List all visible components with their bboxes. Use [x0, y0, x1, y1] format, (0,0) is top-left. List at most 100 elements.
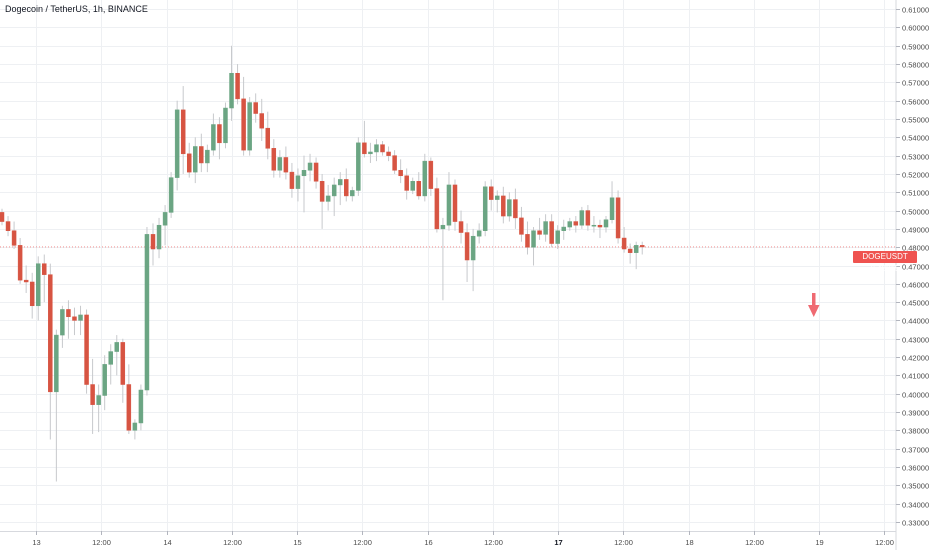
candle[interactable] [11, 221, 17, 250]
candle[interactable] [639, 241, 645, 255]
candle[interactable] [488, 179, 494, 211]
candle[interactable] [368, 142, 373, 163]
candle[interactable] [331, 177, 337, 217]
candle[interactable] [48, 263, 53, 440]
candle[interactable] [138, 384, 144, 431]
candle[interactable] [5, 216, 11, 237]
candle[interactable] [54, 329, 59, 482]
candle[interactable] [428, 157, 434, 196]
candle[interactable] [609, 181, 615, 224]
candle[interactable] [633, 241, 639, 270]
candle[interactable] [356, 137, 361, 196]
candle[interactable] [482, 181, 488, 237]
candle[interactable] [567, 217, 573, 231]
candle[interactable] [144, 227, 150, 396]
candle[interactable] [325, 184, 331, 211]
candle[interactable] [35, 256, 41, 321]
candle[interactable] [162, 205, 168, 246]
candle[interactable] [223, 102, 228, 149]
candle[interactable] [621, 227, 627, 253]
candle[interactable] [186, 142, 192, 178]
candle[interactable] [199, 133, 204, 173]
candle[interactable] [470, 228, 476, 292]
candle[interactable] [374, 139, 379, 162]
candle[interactable] [84, 309, 89, 394]
candle[interactable] [72, 307, 77, 336]
candle[interactable] [108, 344, 113, 385]
candle[interactable] [561, 219, 566, 240]
candle[interactable] [0, 208, 5, 226]
candle[interactable] [168, 172, 174, 218]
candle[interactable] [380, 140, 385, 156]
candle[interactable] [579, 206, 585, 229]
candle[interactable] [66, 300, 71, 339]
candle[interactable] [301, 155, 307, 213]
candle[interactable] [531, 227, 536, 266]
price-axis[interactable]: 0.33000 0.34000 0.35000 0.36000 0.37000 0.380… [896, 6, 929, 528]
candle[interactable] [217, 117, 222, 160]
candle[interactable] [295, 168, 301, 202]
candle[interactable] [416, 172, 422, 200]
candle[interactable] [211, 113, 216, 156]
candle[interactable] [543, 214, 548, 242]
candle[interactable] [615, 190, 621, 244]
candle[interactable] [519, 206, 524, 242]
candle[interactable] [114, 335, 120, 376]
candle[interactable] [247, 97, 252, 156]
candle[interactable] [277, 150, 283, 178]
candle[interactable] [525, 221, 530, 255]
candle[interactable] [120, 338, 126, 403]
candle[interactable] [180, 86, 186, 174]
candle[interactable] [265, 111, 271, 160]
candle[interactable] [102, 355, 107, 411]
candle[interactable] [440, 217, 446, 301]
candle[interactable] [350, 186, 355, 202]
candle[interactable] [23, 265, 29, 293]
candle[interactable] [29, 272, 35, 319]
candle[interactable] [392, 150, 397, 174]
candle[interactable] [434, 177, 440, 233]
candle[interactable] [78, 305, 83, 336]
candle[interactable] [253, 93, 258, 123]
candle[interactable] [398, 159, 403, 184]
candle[interactable] [537, 217, 542, 240]
candle[interactable] [476, 223, 482, 244]
candle[interactable] [446, 172, 452, 231]
candle[interactable] [307, 153, 313, 182]
candle[interactable] [422, 153, 428, 202]
candle[interactable] [404, 168, 409, 200]
candle[interactable] [319, 173, 325, 229]
candle[interactable] [362, 120, 367, 158]
candle[interactable] [126, 364, 132, 434]
candle[interactable] [205, 144, 210, 173]
candle[interactable] [259, 98, 264, 141]
candle[interactable] [585, 205, 591, 231]
candle[interactable] [458, 210, 464, 244]
candle[interactable] [452, 179, 458, 231]
candle[interactable] [313, 157, 319, 189]
candle[interactable] [410, 177, 415, 195]
candle[interactable] [591, 216, 597, 233]
candle[interactable] [501, 186, 506, 224]
candle[interactable] [495, 190, 500, 213]
candle[interactable] [386, 146, 391, 162]
candle[interactable] [344, 168, 349, 202]
candle[interactable] [132, 419, 138, 440]
candle[interactable] [42, 254, 47, 303]
candle[interactable] [507, 192, 512, 222]
candle[interactable] [96, 384, 101, 433]
candle[interactable] [283, 146, 289, 180]
candle[interactable] [150, 223, 156, 266]
candle[interactable] [156, 217, 162, 259]
candle[interactable] [174, 100, 180, 191]
candle[interactable] [17, 238, 23, 284]
candle[interactable] [603, 216, 609, 233]
time-axis[interactable]: 13 12:00 14 12:00 15 12:00 16 12:00 17 12:00 18 12:… [32, 531, 894, 547]
candle[interactable] [90, 358, 95, 434]
candle[interactable] [241, 76, 246, 156]
candle[interactable] [513, 188, 518, 229]
candle[interactable] [549, 214, 554, 248]
candle[interactable] [271, 139, 277, 178]
candle[interactable] [60, 305, 65, 348]
candle[interactable] [555, 225, 560, 250]
